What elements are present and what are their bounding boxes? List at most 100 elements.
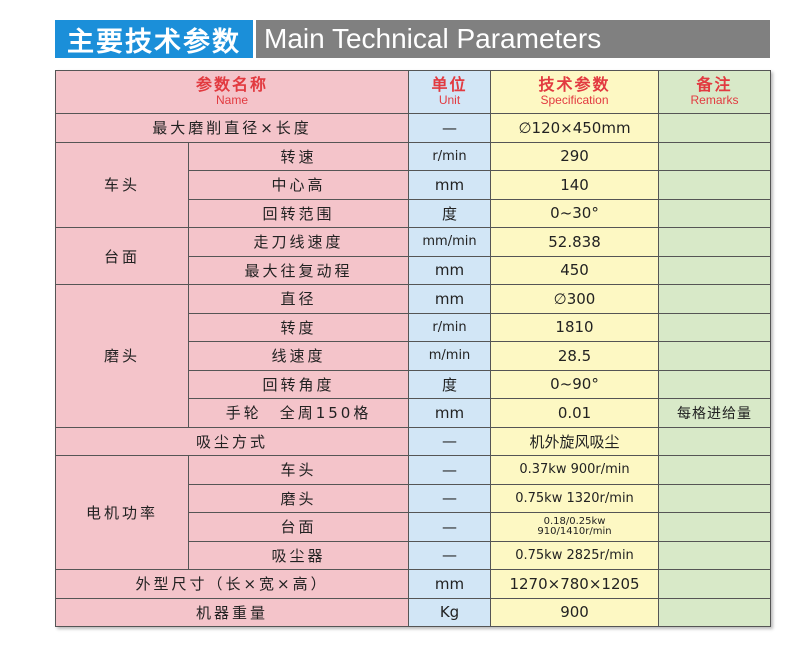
header-remarks-cn: 备注 [696, 75, 733, 95]
param-spec: 140 [490, 170, 660, 200]
param-remarks [658, 284, 772, 314]
param-spec: 52.838 [490, 227, 660, 257]
table-row: 车头 转速 r/min 290 [55, 141, 772, 228]
param-spec: 0.37kw 900r/min [490, 455, 660, 485]
table-row: 磨头 直径 mm ∅300 [55, 284, 772, 428]
param-unit: mm/min [408, 227, 492, 257]
table-row: 线速度 m/min 28.5 [56, 341, 772, 371]
param-name: 转速 [187, 141, 410, 171]
table-row: 电机功率 车头 —0.37kw 900r/min [55, 455, 772, 570]
param-remarks [658, 369, 772, 399]
param-spec: 0~30° [490, 198, 660, 228]
param-group: 台面 [55, 227, 189, 285]
param-name: 直径 [187, 284, 410, 314]
param-unit: — [408, 113, 492, 143]
param-remarks [658, 540, 772, 570]
param-remarks [658, 512, 772, 542]
param-remarks [658, 255, 772, 285]
param-name: 转度 [187, 312, 410, 342]
header-unit: 单位 Unit [408, 70, 492, 114]
param-spec: ∅120×450mm [490, 113, 660, 143]
table-row: 最大往复动程 mm 450 [56, 255, 772, 285]
param-unit: Kg [408, 597, 492, 627]
title-english: Main Technical Parameters [256, 20, 770, 58]
param-name: 线速度 [187, 341, 410, 371]
header-name-cn: 参数名称 [196, 75, 269, 95]
header-remarks: 备注 Remarks [658, 70, 772, 114]
header-unit-cn: 单位 [431, 75, 468, 95]
header-name-en: Name [216, 93, 249, 108]
param-spec-line: 0.18/0.25kw [543, 515, 606, 527]
param-name: 回转范围 [187, 198, 410, 228]
param-unit: 度 [408, 198, 492, 228]
table-row: 转度 r/min 1810 [56, 312, 772, 342]
param-spec: ∅300 [490, 284, 660, 314]
param-unit: mm [408, 170, 492, 200]
param-name: 车头 [187, 455, 410, 485]
param-unit: — [408, 455, 492, 485]
table-row: 台面 —0.18/0.25kw 910/1410r/min [56, 512, 772, 542]
param-remarks [658, 341, 772, 371]
param-remarks [658, 455, 772, 485]
param-name: 最大往复动程 [187, 255, 410, 285]
param-unit: mm [408, 284, 492, 314]
table-row: 外型尺寸（长×宽×高） mm 1270×780×1205 [54, 569, 772, 599]
table-row: 最大磨削直径×长度 — ∅120×450mm [54, 113, 772, 143]
param-remarks [658, 569, 772, 599]
header-name: 参数名称 Name [54, 70, 410, 114]
param-unit: mm [408, 569, 492, 599]
table-header-row: 参数名称 Name 单位 Unit 技术参数 Specification 备注 … [54, 70, 772, 114]
param-spec: 1810 [490, 312, 660, 342]
header-spec-en: Specification [540, 93, 609, 108]
param-name: 吸尘方式 [54, 426, 410, 456]
header-spec: 技术参数 Specification [490, 70, 660, 114]
param-unit: m/min [408, 341, 492, 371]
param-name: 最大磨削直径×长度 [54, 113, 410, 143]
param-group: 车头 [55, 141, 189, 228]
param-spec: 28.5 [490, 341, 660, 371]
param-remarks [658, 113, 772, 143]
param-group: 电机功率 [55, 455, 189, 570]
param-name: 机器重量 [54, 597, 410, 627]
param-spec: 450 [490, 255, 660, 285]
param-name: 手轮 全周150格 [187, 398, 410, 428]
param-unit: — [408, 426, 492, 456]
table-row: 吸尘方式 — 机外旋风吸尘 [54, 426, 772, 456]
param-unit: 度 [408, 369, 492, 399]
param-spec: 0.75kw 1320r/min [490, 483, 660, 513]
param-unit: r/min [408, 312, 492, 342]
table-row: 回转范围度 0~30° [56, 198, 772, 228]
param-remarks [658, 483, 772, 513]
param-name: 磨头 [187, 483, 410, 513]
table-row: 机器重量 Kg 900 [54, 597, 772, 627]
param-spec: 0.75kw 2825r/min [490, 540, 660, 570]
title-chinese: 主要技术参数 [55, 20, 253, 58]
param-remarks [658, 312, 772, 342]
param-unit: r/min [408, 141, 492, 171]
param-unit: mm [408, 255, 492, 285]
param-name: 台面 [187, 512, 410, 542]
param-remarks [658, 597, 772, 627]
table-row: 手轮 全周150格 mm 0.01 每格进给量 [56, 398, 772, 428]
param-group: 磨头 [55, 284, 189, 428]
param-name: 走刀线速度 [187, 227, 410, 257]
param-unit: — [408, 483, 492, 513]
param-spec: 900 [490, 597, 660, 627]
header-remarks-en: Remarks [690, 93, 739, 108]
param-remarks [658, 198, 772, 228]
param-spec: 0.01 [490, 398, 660, 428]
param-spec: 290 [490, 141, 660, 171]
param-remarks [658, 141, 772, 171]
param-remarks [658, 170, 772, 200]
title-bar: 主要技术参数 Main Technical Parameters [55, 20, 770, 58]
table-row: 吸尘器 —0.75kw 2825r/min [56, 540, 772, 570]
header-spec-cn: 技术参数 [538, 75, 611, 95]
header-unit-en: Unit [438, 93, 461, 108]
parameters-table: 参数名称 Name 单位 Unit 技术参数 Specification 备注 … [54, 70, 772, 627]
param-name: 吸尘器 [187, 540, 410, 570]
param-spec-line: 910/1410r/min [537, 525, 612, 537]
param-spec: 0~90° [490, 369, 660, 399]
param-spec: 0.18/0.25kw 910/1410r/min [490, 512, 660, 542]
param-remarks: 每格进给量 [658, 398, 772, 428]
param-unit: — [408, 540, 492, 570]
